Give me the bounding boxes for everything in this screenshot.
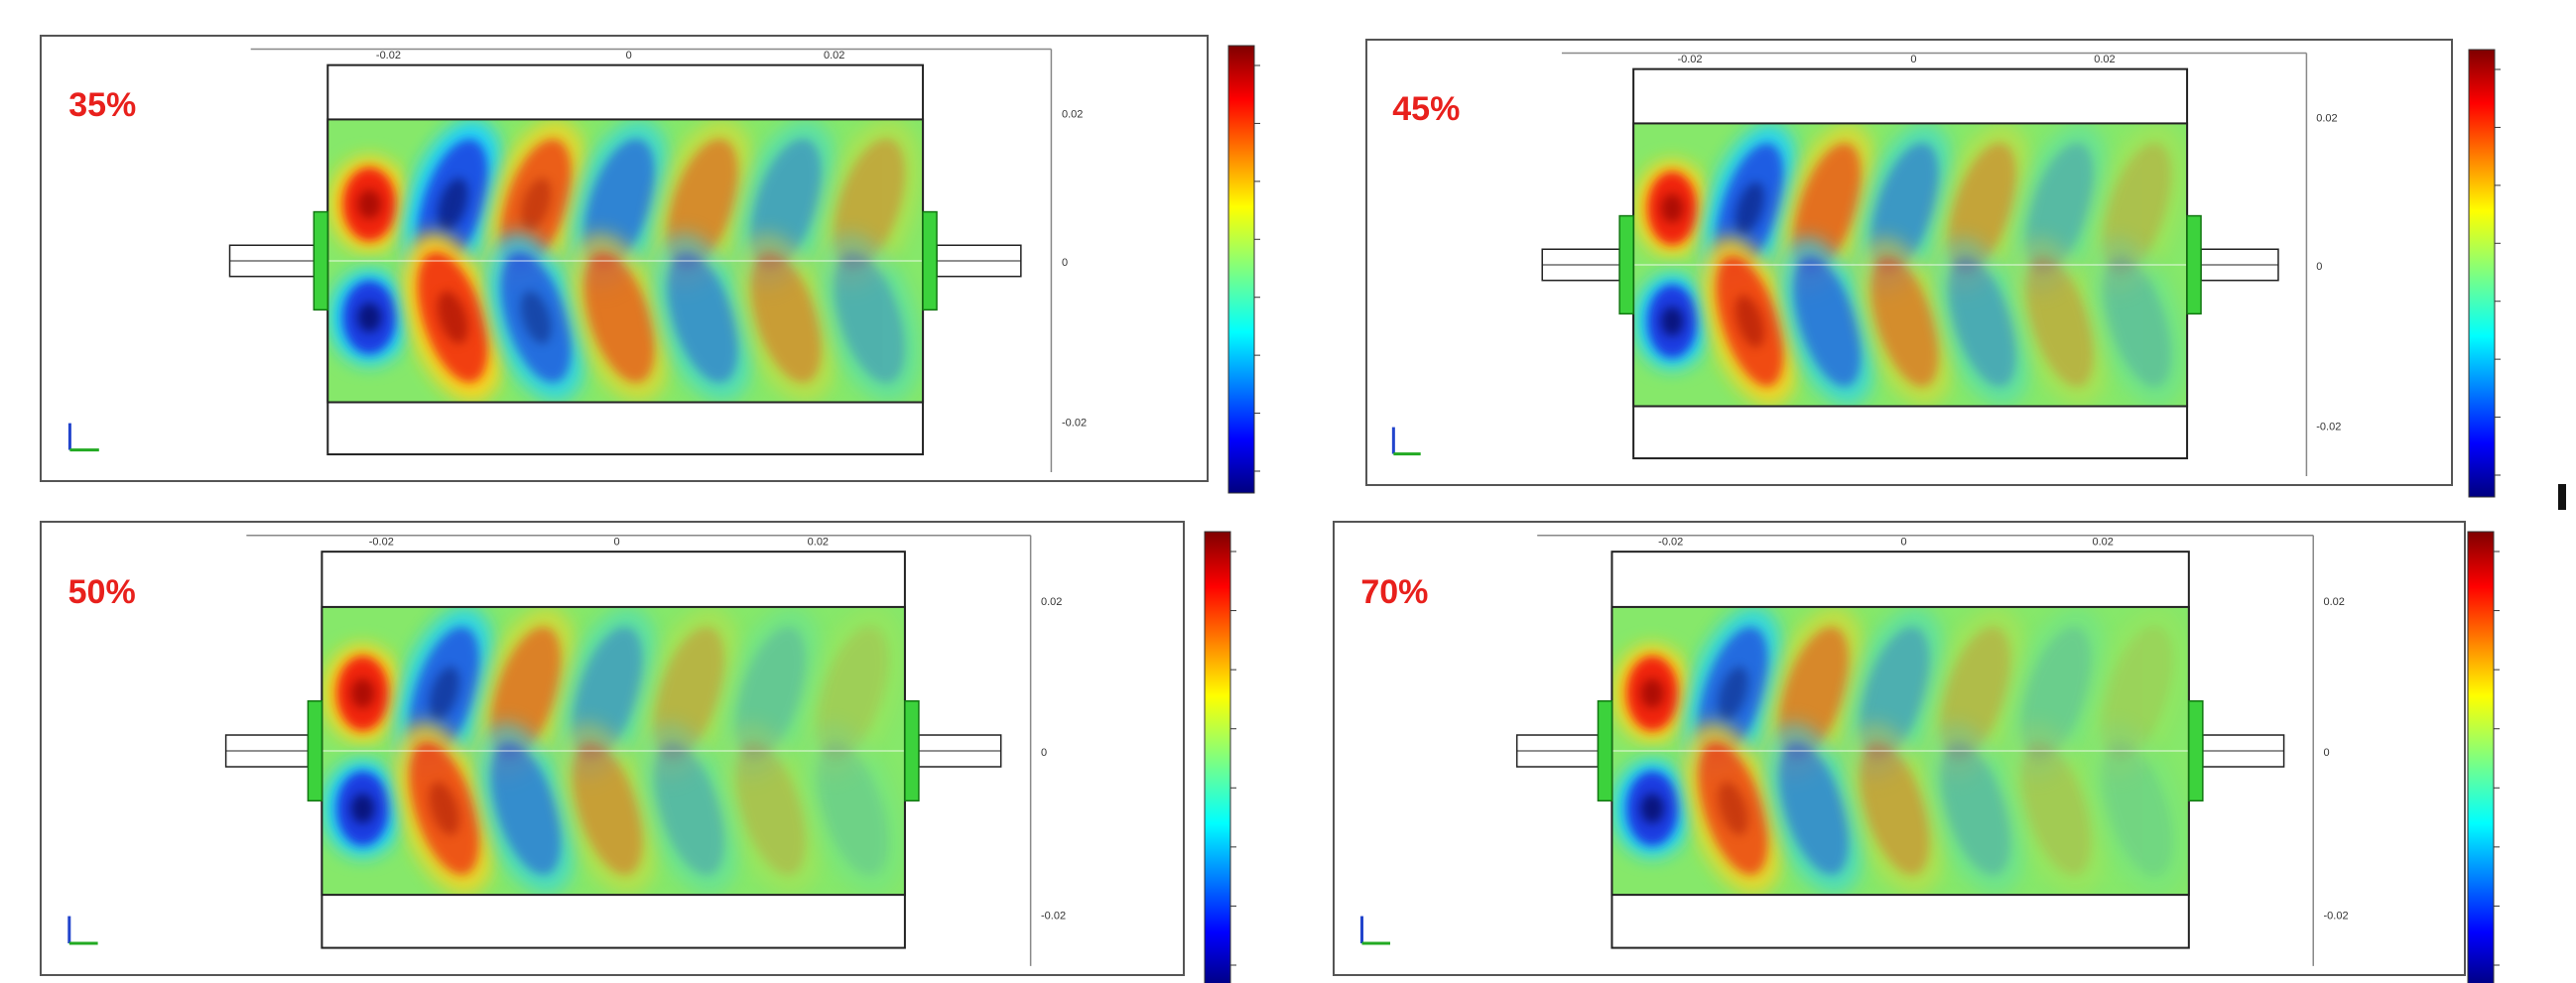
field-lobe bbox=[654, 742, 724, 875]
y-tick-label: 0 bbox=[1062, 257, 1068, 269]
y-tick-label: 0.02 bbox=[2324, 596, 2345, 608]
field-lobe bbox=[1948, 256, 2016, 387]
x-tick-label: 0 bbox=[626, 50, 632, 61]
y-tick-label: 0.02 bbox=[1041, 596, 1062, 608]
percentage-label: 70% bbox=[1360, 573, 1428, 611]
x-tick-label: -0.02 bbox=[1677, 54, 1702, 65]
x-tick-label: 0 bbox=[1910, 54, 1916, 65]
flange bbox=[922, 210, 938, 311]
field-core bbox=[1735, 295, 1764, 348]
x-tick-label: 0.02 bbox=[824, 50, 844, 61]
field-lobe bbox=[667, 252, 738, 383]
field-core bbox=[1660, 193, 1684, 223]
field-lobe bbox=[2103, 256, 2171, 387]
field-lobe bbox=[490, 742, 562, 875]
field-lobe bbox=[583, 252, 655, 383]
field-core bbox=[1718, 782, 1748, 835]
y-tick-label: 0.02 bbox=[1062, 108, 1083, 120]
x-tick-label: 0 bbox=[1900, 536, 1906, 548]
y-tick-label: 0 bbox=[1041, 747, 1047, 759]
y-tick-label: -0.02 bbox=[2316, 422, 2341, 433]
y-tick-label: -0.02 bbox=[1062, 418, 1087, 430]
x-tick-label: 0.02 bbox=[808, 536, 829, 548]
field-core bbox=[1660, 307, 1684, 336]
x-tick-label: 0.02 bbox=[2092, 536, 2113, 548]
flange bbox=[1618, 214, 1634, 315]
y-tick-label: 0 bbox=[2316, 261, 2322, 273]
edge-mark bbox=[2558, 484, 2566, 510]
percentage-label: 35% bbox=[68, 86, 136, 124]
field-core bbox=[357, 189, 382, 219]
x-tick-label: -0.02 bbox=[369, 536, 394, 548]
x-tick-label: -0.02 bbox=[1658, 536, 1683, 548]
field-core bbox=[520, 291, 552, 344]
field-lobe bbox=[1860, 742, 1930, 875]
percentage-label: 50% bbox=[68, 573, 136, 611]
panel: -0.02 0 0.02 0.02 0 -0.02 70% bbox=[1333, 521, 2500, 983]
field-lobe bbox=[834, 252, 905, 383]
colorbar bbox=[2468, 49, 2496, 498]
field-core bbox=[429, 782, 460, 835]
colorbar bbox=[1227, 45, 1255, 494]
field-core bbox=[437, 178, 468, 231]
field-core bbox=[357, 303, 382, 332]
y-tick-label: -0.02 bbox=[2324, 910, 2349, 922]
flange bbox=[1597, 699, 1613, 802]
field-lobe bbox=[1793, 256, 1862, 387]
field-pattern bbox=[322, 606, 903, 896]
field-lobe bbox=[817, 742, 888, 875]
colorbar bbox=[1204, 531, 1231, 983]
flange bbox=[2186, 214, 2202, 315]
field-core bbox=[1735, 182, 1764, 235]
field-lobe bbox=[735, 742, 807, 875]
field-core bbox=[520, 178, 552, 231]
x-tick-label: 0 bbox=[614, 536, 620, 548]
field-pattern bbox=[1634, 123, 2186, 407]
field-core bbox=[1640, 793, 1664, 824]
field-lobe bbox=[2102, 742, 2172, 875]
panel: -0.02 0 0.02 0.02 0 -0.02 35% bbox=[40, 35, 1260, 494]
flange bbox=[313, 210, 329, 311]
field-lobe bbox=[1778, 742, 1849, 875]
field-core bbox=[437, 291, 468, 344]
panel: -0.02 0 0.02 0.02 0 -0.02 45% bbox=[1365, 39, 2501, 498]
y-tick-label: 0 bbox=[2324, 747, 2330, 759]
field-lobe bbox=[2021, 742, 2092, 875]
flange bbox=[904, 699, 920, 802]
flange bbox=[307, 699, 323, 802]
colorbar bbox=[2467, 531, 2495, 983]
panel: -0.02 0 0.02 0.02 0 -0.02 50% bbox=[40, 521, 1236, 983]
field-core bbox=[350, 677, 375, 709]
field-lobe bbox=[573, 742, 643, 875]
field-core bbox=[1718, 667, 1748, 720]
field-lobe bbox=[1940, 742, 2010, 875]
field-pattern bbox=[328, 119, 920, 403]
x-tick-label: -0.02 bbox=[376, 50, 401, 61]
field-pattern bbox=[1612, 606, 2187, 896]
field-core bbox=[429, 667, 460, 720]
y-tick-label: 0.02 bbox=[2316, 112, 2337, 124]
field-lobe bbox=[750, 252, 822, 383]
field-core bbox=[350, 793, 375, 824]
field-core bbox=[1640, 677, 1664, 709]
flange bbox=[2188, 699, 2204, 802]
x-tick-label: 0.02 bbox=[2094, 54, 2115, 65]
percentage-label: 45% bbox=[1392, 90, 1460, 128]
y-tick-label: -0.02 bbox=[1041, 910, 1066, 922]
field-lobe bbox=[2025, 256, 2094, 387]
field-lobe bbox=[1870, 256, 1939, 387]
